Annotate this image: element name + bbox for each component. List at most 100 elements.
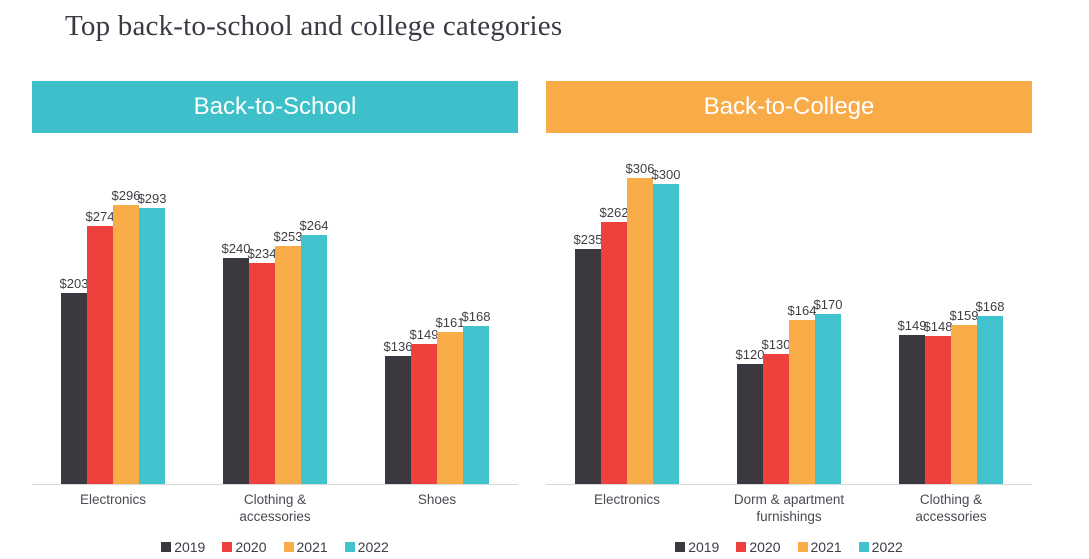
category-label-clothing-accessories: Clothing & accessories [239, 492, 311, 524]
bar-2022-electronics [139, 207, 165, 484]
bar-value-label: $203 [59, 275, 89, 291]
legend-label-2021: 2021 [296, 538, 328, 555]
bar-2020-electronics [87, 225, 113, 484]
barwrap-2021-clothing-accessories: $253 [273, 228, 303, 484]
barwrap-2019-clothing-accessories: $149 [897, 318, 927, 484]
legend-label-2020: 2020 [749, 538, 781, 555]
barwrap-2020-dorm-apartment-furnishings: $130 [762, 337, 790, 484]
back-to-college-legend: 2019 2020 2021 2022 [546, 539, 1032, 555]
legend-item-2020: 2020 [736, 538, 781, 555]
barwrap-2022-electronics: $293 [137, 190, 167, 484]
barwrap-2022-clothing-accessories: $264 [299, 218, 329, 484]
bar-group-electronics: $203 $274 $296 $293 [32, 154, 194, 484]
bar-2019-dorm-apartment-furnishings [737, 364, 763, 484]
bar-value-label: $293 [137, 190, 167, 206]
bar-2020-dorm-apartment-furnishings [763, 354, 789, 484]
bar-value-label: $170 [813, 297, 843, 312]
legend-label-2019: 2019 [174, 538, 206, 555]
bar-value-label: $274 [85, 208, 115, 224]
bar-group-dorm-apartment-furnishings: $120 $130 $164 $170 [708, 154, 870, 484]
bar-value-label: $149 [897, 318, 927, 333]
bar-value-label: $296 [111, 187, 141, 203]
barwrap-2021-electronics: $296 [111, 187, 141, 484]
legend-item-2022: 2022 [344, 538, 389, 555]
bar-2020-clothing-accessories [249, 263, 275, 484]
bar-value-label: $300 [651, 167, 681, 182]
bar-value-label: $149 [409, 326, 439, 342]
legend-item-2021: 2021 [283, 538, 328, 555]
bar-group-shoes: $136 $149 $161 $168 [356, 154, 518, 484]
barwrap-2020-electronics: $262 [599, 205, 629, 484]
bar-2021-shoes [437, 332, 463, 484]
bar-value-label: $264 [299, 218, 329, 234]
back-to-school-banner: Back-to-School [32, 81, 518, 133]
page-title: Top back-to-school and college categorie… [65, 10, 563, 42]
bar-group-electronics: $235 $262 $306 $300 [546, 154, 708, 484]
legend-label-2021: 2021 [810, 538, 842, 555]
back-to-school-category-labels: Electronics Clothing & accessories Shoes [32, 492, 518, 526]
barwrap-2019-electronics: $235 [573, 232, 603, 484]
barwrap-2022-shoes: $168 [462, 309, 490, 484]
bar-2022-clothing-accessories [301, 235, 327, 484]
bar-2019-clothing-accessories [899, 335, 925, 484]
bar-2021-dorm-apartment-furnishings [789, 320, 815, 484]
legend-label-2022: 2022 [871, 538, 903, 555]
barwrap-2021-shoes: $161 [436, 315, 464, 484]
category-label-electronics: Electronics [593, 492, 661, 507]
barwrap-2020-shoes: $149 [409, 326, 439, 484]
category-label-dorm-apartment-furnishings: Dorm & apartment furnishings [733, 492, 845, 524]
barwrap-2022-electronics: $300 [651, 167, 681, 484]
legend-item-2020: 2020 [222, 539, 267, 555]
barwrap-2020-clothing-accessories: $148 [924, 319, 952, 484]
barwrap-2020-electronics: $274 [85, 208, 115, 484]
bar-value-label: $164 [787, 303, 817, 318]
bar-value-label: $136 [383, 338, 413, 354]
barwrap-2020-clothing-accessories: $234 [248, 246, 276, 484]
bar-2021-electronics [113, 204, 139, 484]
bar-2022-dorm-apartment-furnishings [815, 314, 841, 484]
barwrap-2021-dorm-apartment-furnishings: $164 [787, 303, 817, 484]
back-to-school-chart: Back-to-School $203 $274 $296 $293 $240 $234 $… [32, 81, 518, 555]
legend-swatch-2019 [675, 541, 686, 552]
bar-value-label: $168 [975, 299, 1005, 314]
bar-value-label: $120 [735, 347, 765, 362]
barwrap-2019-electronics: $203 [59, 275, 89, 484]
bar-value-label: $262 [599, 205, 629, 220]
bar-2022-clothing-accessories [977, 316, 1003, 484]
category-label-clothing-accessories: Clothing & accessories [915, 492, 987, 524]
back-to-school-banner-label: Back-to-School [193, 93, 357, 120]
legend-swatch-2020 [222, 541, 233, 552]
bar-2021-electronics [627, 178, 653, 484]
bar-value-label: $253 [273, 228, 303, 244]
bar-value-label: $159 [949, 308, 979, 323]
bar-value-label: $306 [625, 161, 655, 176]
bar-2020-electronics [601, 222, 627, 484]
bar-value-label: $235 [573, 232, 603, 247]
bar-2022-electronics [653, 184, 679, 484]
legend-label-2019: 2019 [688, 538, 720, 555]
bar-2019-clothing-accessories [223, 257, 249, 484]
barwrap-2022-dorm-apartment-furnishings: $170 [813, 297, 843, 484]
bar-value-label: $240 [221, 240, 251, 256]
bar-2020-clothing-accessories [925, 336, 951, 484]
bar-group-clothing-accessories: $149 $148 $159 $168 [870, 154, 1032, 484]
back-to-college-category-labels: Electronics Dorm & apartment furnishings C… [546, 492, 1032, 526]
bar-2021-clothing-accessories [275, 245, 301, 484]
bar-2019-electronics [61, 292, 87, 484]
back-to-college-chart: Back-to-College $235 $262 $306 $300 $120 $130… [546, 81, 1032, 555]
legend-item-2019: 2019 [161, 539, 205, 555]
legend-swatch-2022 [858, 541, 869, 552]
category-label-shoes: Shoes [417, 492, 457, 507]
barwrap-2021-clothing-accessories: $159 [949, 308, 979, 484]
legend-swatch-2019 [161, 541, 172, 552]
back-to-school-plot: $203 $274 $296 $293 $240 $234 $253 $264 $136 $149… [32, 154, 518, 485]
bar-2021-clothing-accessories [951, 325, 977, 484]
legend-swatch-2022 [344, 541, 355, 552]
bar-2019-shoes [385, 355, 411, 484]
legend-label-2022: 2022 [357, 538, 389, 555]
legend-swatch-2021 [283, 541, 294, 552]
back-to-school-legend: 2019 2020 2021 2022 [32, 539, 518, 555]
barwrap-2022-clothing-accessories: $168 [975, 299, 1005, 484]
legend-item-2019: 2019 [675, 539, 719, 555]
